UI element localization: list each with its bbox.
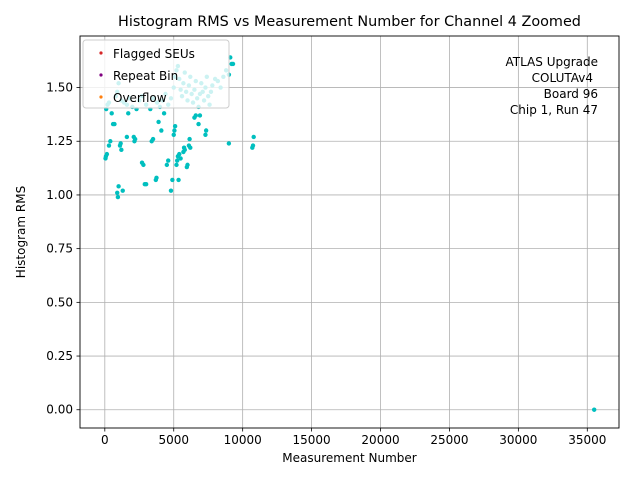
y-tick-label: 1.00 (46, 188, 73, 202)
legend-box (82, 39, 230, 109)
data-point (108, 139, 113, 144)
y-axis-label: Histogram RMS (14, 186, 28, 278)
data-point (119, 147, 124, 153)
y-tick-label: 1.50 (46, 81, 73, 95)
data-point (115, 190, 120, 195)
data-point (112, 121, 117, 127)
data-point (182, 147, 187, 153)
y-tick-label: 0.25 (46, 349, 73, 363)
chart-title: Histogram RMS vs Measurement Number for … (118, 14, 581, 30)
data-point (118, 141, 123, 146)
data-point (188, 145, 193, 150)
data-point (132, 136, 138, 142)
data-point (185, 162, 190, 168)
data-point (197, 113, 203, 118)
data-point (172, 124, 178, 129)
y-tick-label: 0.50 (46, 295, 73, 309)
x-tick-label: 30000 (499, 433, 537, 447)
x-tick-label: 10000 (224, 433, 262, 447)
x-axis-label: Measurement Number (282, 451, 416, 465)
data-point (251, 134, 256, 140)
ticks-layer: 0 5000 10000 15000 20000 25000 30000 35000 0.00 0… (46, 81, 606, 447)
data-point (591, 407, 597, 412)
data-point (174, 158, 180, 163)
annotation-line-2: COLUTAv4 (532, 71, 593, 85)
data-point (203, 132, 208, 138)
x-tick-label: 20000 (361, 433, 399, 447)
data-point (154, 175, 159, 180)
data-point (178, 156, 183, 161)
data-point (120, 188, 125, 193)
x-tick-label: 15000 (292, 433, 330, 447)
data-point (226, 141, 232, 146)
annotation-block: ATLAS Upgrade COLUTAv4 Board 96 Chip 1, … (505, 55, 598, 117)
legend-marker-flagged-seus (99, 51, 103, 55)
data-point (150, 136, 156, 142)
x-tick-label: 25000 (430, 433, 468, 447)
data-point (109, 111, 114, 116)
data-point (187, 136, 192, 142)
data-point (171, 132, 176, 138)
data-point (124, 134, 130, 140)
data-point (166, 158, 171, 163)
data-point (172, 128, 177, 133)
plot-frame (79, 35, 620, 429)
data-point (174, 162, 179, 168)
x-tick-label: 5000 (158, 433, 189, 447)
data-point (161, 111, 167, 116)
legend-label-overflow: Overflow (113, 91, 167, 105)
annotation-line-3: Board 96 (544, 87, 598, 101)
y-tick-label: 0.00 (46, 403, 73, 417)
data-point (176, 177, 181, 183)
y-tick-label: 1.25 (46, 134, 73, 148)
grid-layer (80, 36, 619, 428)
data-point (159, 128, 164, 133)
data-point (168, 188, 174, 193)
x-tick-label: 35000 (568, 433, 606, 447)
data-point (193, 113, 198, 118)
legend: Flagged SEUs Repeat Bin Overflow (82, 39, 230, 109)
legend-marker-repeat-bin (99, 73, 103, 77)
annotation-line-1: ATLAS Upgrade (505, 55, 598, 69)
annotation-line-4: Chip 1, Run 47 (510, 103, 598, 117)
data-point (196, 121, 201, 127)
data-point (156, 119, 161, 125)
x-tick-label: 0 (101, 433, 109, 447)
data-point (115, 194, 121, 200)
data-point (106, 143, 112, 148)
data-point (164, 162, 170, 168)
data-point (250, 143, 256, 148)
data-point (141, 162, 146, 168)
legend-label-flagged-seus: Flagged SEUs (113, 47, 195, 61)
data-point (230, 61, 236, 67)
legend-marker-overflow (99, 95, 103, 99)
data-point (116, 184, 121, 189)
data-point (126, 111, 131, 116)
data-point (143, 182, 149, 187)
data-point (203, 128, 209, 133)
legend-label-repeat-bin: Repeat Bin (113, 69, 178, 83)
data-point (177, 151, 182, 157)
data-point (170, 177, 175, 183)
data-point (104, 151, 110, 157)
y-tick-label: 0.75 (46, 242, 73, 256)
